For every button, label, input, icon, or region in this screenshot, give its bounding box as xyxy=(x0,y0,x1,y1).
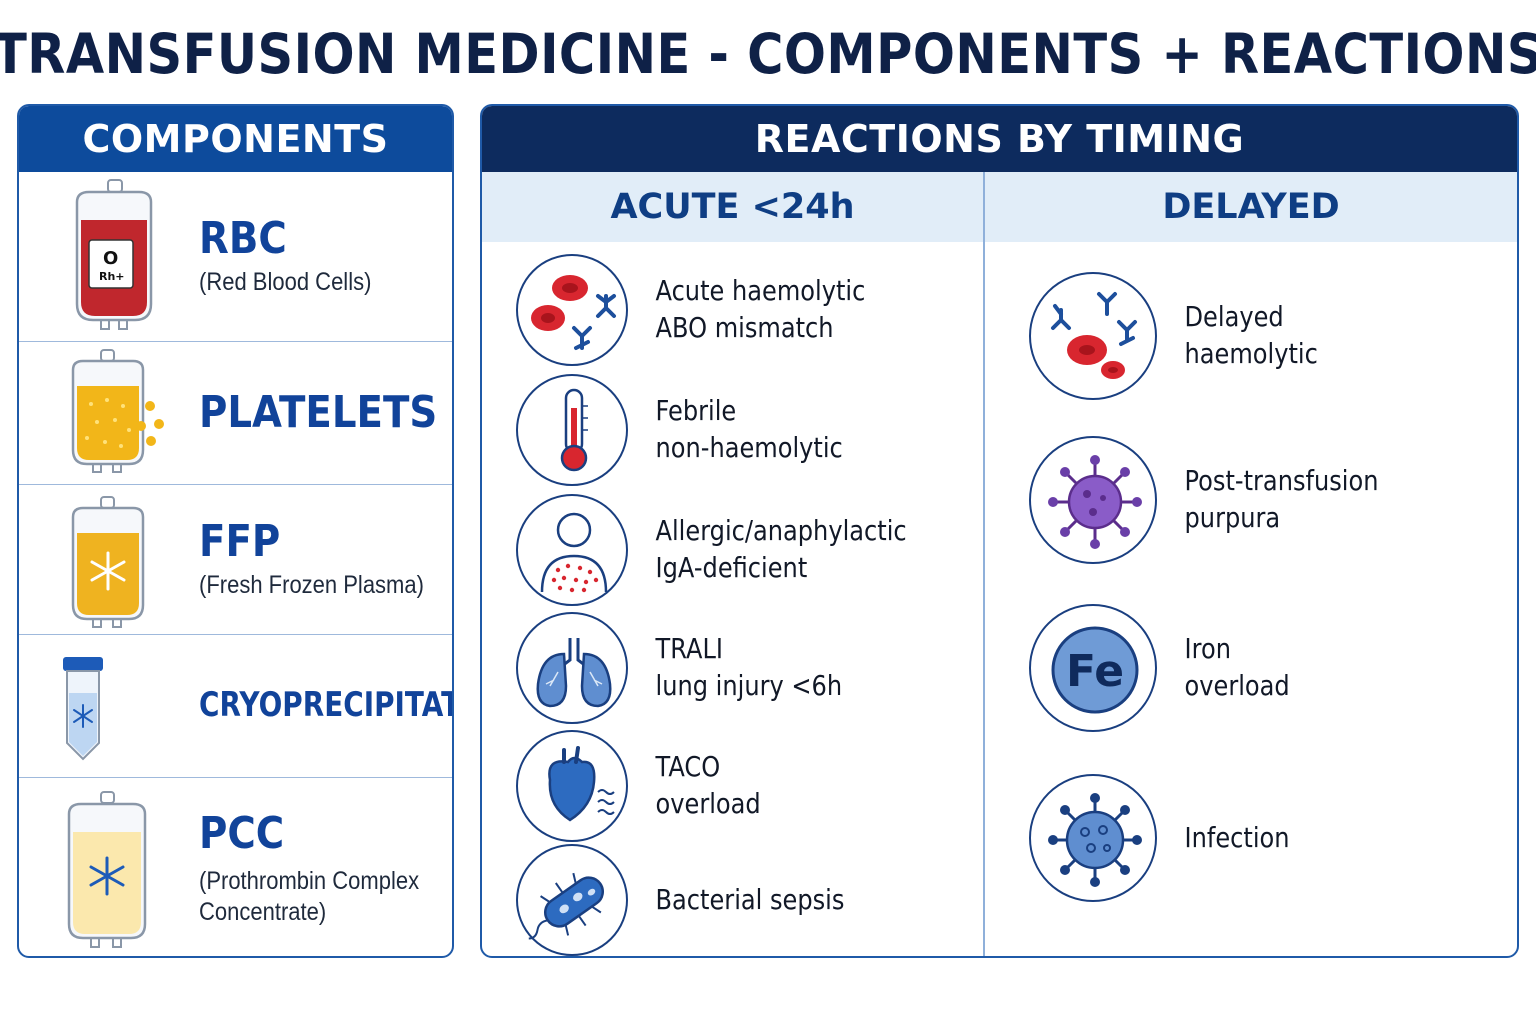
component-name: CRYOPRECIPITATE xyxy=(199,685,454,726)
component-cryoprecipitate: CRYOPRECIPITATE xyxy=(19,634,452,777)
reaction-line2: purpura xyxy=(1184,501,1281,534)
component-name: FFP xyxy=(199,515,281,567)
reaction-line1: TACO xyxy=(655,750,721,784)
reaction-line1: Bacterial sepsis xyxy=(655,882,845,916)
bag-blood-group: O xyxy=(103,248,118,269)
red-cells-antibody-icon xyxy=(516,254,628,366)
reaction-infection: Infection xyxy=(1029,774,1311,902)
reaction-taco: TACO overload xyxy=(516,730,782,842)
component-ffp: FFP (Fresh Frozen Plasma) xyxy=(19,484,452,634)
bag-rh: Rh+ xyxy=(99,270,125,283)
reaction-line1: Post-transfusion xyxy=(1184,464,1379,498)
reaction-line1: TRALI xyxy=(655,632,723,666)
cryo-tube-icon xyxy=(19,635,189,777)
component-name: RBC xyxy=(199,212,287,264)
pcc-bag-icon xyxy=(19,778,189,956)
thermometer-icon xyxy=(516,374,628,486)
components-panel: COMPONENTS O Rh+ RBC (Red Blood Cells) xyxy=(17,104,454,958)
reaction-line1: Infection xyxy=(1184,820,1290,854)
reaction-delayed-haemolytic: Delayed haemolytic xyxy=(1029,272,1344,400)
reaction-iron-overload: Fe Iron overload xyxy=(1029,604,1311,732)
reaction-line2: IgA-deficient xyxy=(655,551,808,584)
reaction-allergic: Allergic/anaphylactic IgA-deficient xyxy=(516,494,952,606)
reaction-febrile: Febrile non-haemolytic xyxy=(516,374,878,486)
iron-icon: Fe xyxy=(1029,604,1157,732)
reaction-line2: haemolytic xyxy=(1184,337,1318,370)
heart-icon xyxy=(516,730,628,842)
iron-symbol: Fe xyxy=(1066,646,1124,697)
reaction-line2: overload xyxy=(1184,669,1290,702)
reaction-line2: non-haemolytic xyxy=(655,431,843,464)
acute-column-header: ACUTE <24h xyxy=(482,172,983,242)
frozen-plasma-bag-icon xyxy=(19,485,189,634)
component-name: PLATELETS xyxy=(199,386,438,438)
component-description: (Fresh Frozen Plasma) xyxy=(199,571,424,600)
reaction-line2: ABO mismatch xyxy=(655,311,834,344)
reaction-line1: Delayed xyxy=(1184,300,1284,334)
red-blood-bag-icon: O Rh+ xyxy=(19,172,189,341)
reaction-line1: Febrile xyxy=(655,394,737,428)
reactions-header: REACTIONS BY TIMING xyxy=(482,106,1517,172)
reaction-post-transfusion-purpura: Post-transfusion purpura xyxy=(1029,436,1415,564)
lungs-icon xyxy=(516,612,628,724)
platelet-bag-icon xyxy=(19,342,189,484)
virus-icon xyxy=(1029,774,1157,902)
component-description-line1: (Prothrombin Complex xyxy=(199,866,420,895)
red-cells-antibody-icon xyxy=(1029,272,1157,400)
component-name: PCC xyxy=(199,807,285,859)
reaction-line1: Iron xyxy=(1184,632,1231,666)
components-header: COMPONENTS xyxy=(19,106,452,172)
component-platelets: PLATELETS xyxy=(19,341,452,484)
column-divider xyxy=(983,172,985,956)
reaction-line2: lung injury <6h xyxy=(655,669,843,702)
page-title: TRANSFUSION MEDICINE - COMPONENTS + REAC… xyxy=(0,22,1536,86)
reaction-line1: Allergic/anaphylactic xyxy=(655,514,907,548)
reaction-bacterial-sepsis: Bacterial sepsis xyxy=(516,844,880,956)
delayed-column-header: DELAYED xyxy=(985,172,1517,242)
component-description-line2: Concentrate) xyxy=(199,898,327,927)
purple-virus-icon xyxy=(1029,436,1157,564)
reaction-line1: Acute haemolytic xyxy=(655,274,866,308)
reaction-line2: overload xyxy=(655,787,761,820)
bacterium-icon xyxy=(516,844,628,956)
reactions-panel: REACTIONS BY TIMING ACUTE <24h DELAYED A… xyxy=(480,104,1519,958)
reaction-acute-haemolytic: Acute haemolytic ABO mismatch xyxy=(516,254,904,366)
rash-person-icon xyxy=(516,494,628,606)
component-pcc: PCC (Prothrombin Complex Concentrate) xyxy=(19,777,452,956)
component-description: (Red Blood Cells) xyxy=(199,268,372,297)
component-rbc: O Rh+ RBC (Red Blood Cells) xyxy=(19,172,452,341)
reaction-trali: TRALI lung injury <6h xyxy=(516,612,877,724)
